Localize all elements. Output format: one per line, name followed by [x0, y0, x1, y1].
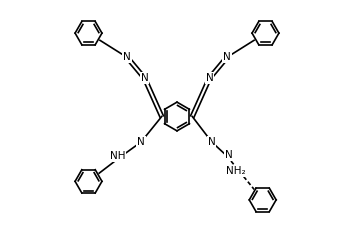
Text: NH₂: NH₂ — [226, 166, 246, 176]
Text: N: N — [137, 137, 145, 147]
Text: N: N — [141, 73, 148, 83]
Text: N: N — [123, 52, 131, 62]
Text: N: N — [225, 150, 233, 160]
Text: N: N — [208, 137, 216, 147]
Text: NH: NH — [110, 151, 125, 161]
Text: N: N — [206, 73, 213, 83]
Text: N: N — [223, 52, 231, 62]
